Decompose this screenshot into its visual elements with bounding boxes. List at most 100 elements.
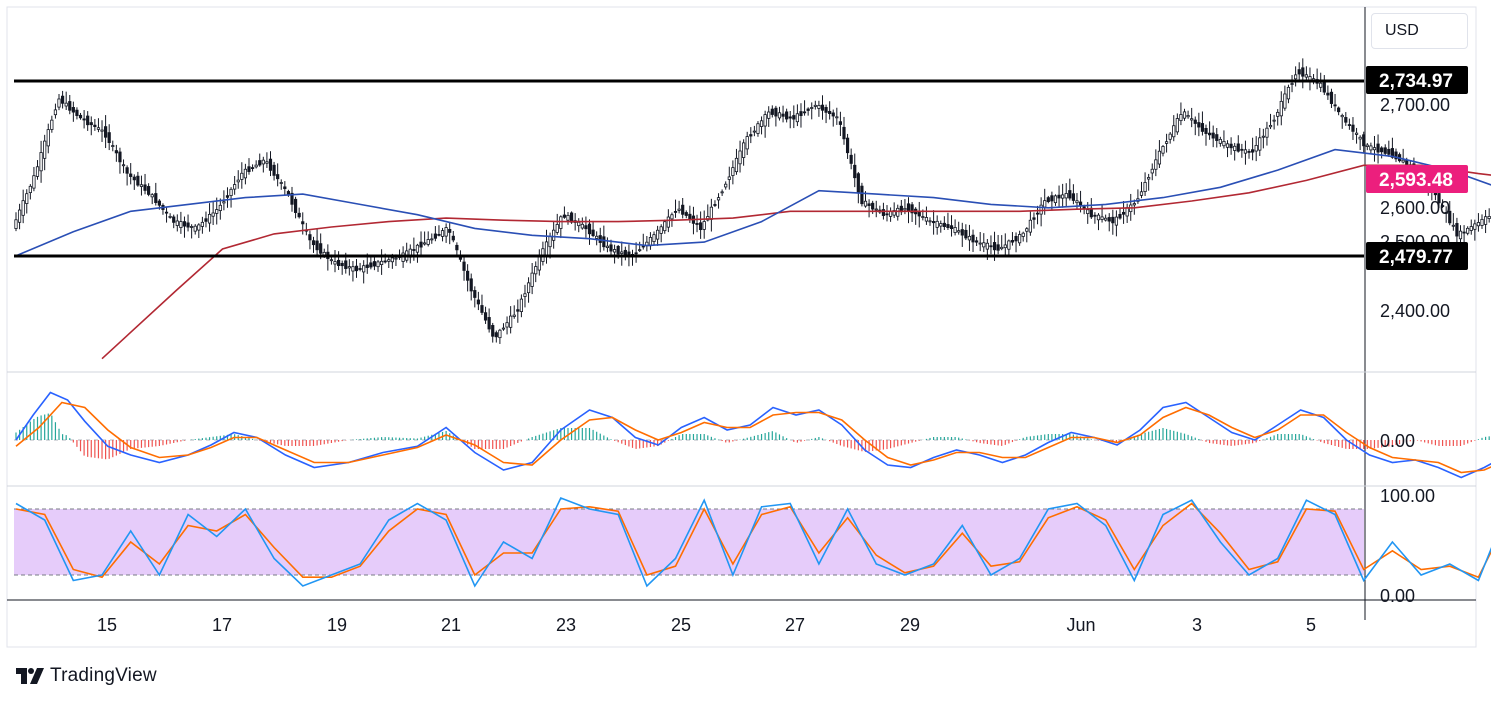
candle-body: [716, 197, 721, 201]
candle-body: [1161, 146, 1165, 154]
candle-body: [1021, 232, 1025, 237]
candle-body: [1344, 117, 1348, 123]
candle-body: [767, 111, 771, 119]
candle-body: [186, 222, 190, 228]
macd-histogram: [15, 413, 1490, 460]
candle-body: [842, 126, 846, 140]
candle-body: [928, 220, 932, 223]
candle-body: [14, 219, 18, 229]
candle-body: [641, 245, 645, 248]
candle-body: [623, 249, 627, 256]
candle-body: [466, 270, 470, 281]
candle-body: [1186, 115, 1190, 118]
price-axis[interactable]: 2,700.00 2,600.00 2,500.00 2,400.00 2,73…: [1366, 66, 1468, 321]
candle-body: [1104, 217, 1108, 221]
candle-body: [1028, 219, 1032, 233]
candle-body: [218, 204, 222, 211]
candle-body: [426, 239, 430, 245]
candle-body: [1007, 240, 1011, 250]
chart-frame: [6, 6, 1477, 648]
candle-body: [1111, 216, 1115, 224]
candle-body: [727, 176, 731, 180]
candle-body: [982, 242, 986, 248]
sma-slow-line: [101, 164, 1491, 360]
candle-body: [670, 214, 674, 220]
candle-body: [1365, 144, 1369, 147]
candle-body: [1455, 223, 1459, 237]
candle-body: [283, 186, 287, 190]
candle-body: [390, 257, 394, 263]
candle-body: [505, 322, 509, 328]
candle-body: [939, 223, 943, 227]
candle-body: [1362, 134, 1366, 147]
x-tick-label: 23: [556, 615, 576, 635]
candle-body: [1164, 141, 1169, 144]
candle-body: [344, 260, 348, 269]
resistance-price-label: 2,734.97: [1379, 71, 1453, 92]
macd-axis[interactable]: 0.00: [1380, 431, 1415, 451]
candle-body: [476, 299, 480, 305]
candle-body: [362, 265, 366, 273]
candle-body: [451, 235, 455, 241]
candle-body: [1297, 69, 1301, 75]
candle-body: [1039, 204, 1043, 215]
candle-body: [978, 242, 982, 245]
currency-button[interactable]: USD: [1371, 13, 1468, 49]
candle-body: [193, 225, 197, 232]
candle-body: [139, 184, 144, 187]
candle-body: [806, 108, 810, 111]
candle-body: [380, 260, 384, 265]
price-panel[interactable]: [14, 58, 1491, 360]
candle-body: [1473, 223, 1477, 230]
candle-body: [1476, 222, 1481, 227]
candle-body: [1294, 74, 1298, 80]
candle-body: [433, 233, 437, 239]
candle-body: [996, 244, 1000, 251]
candle-body: [93, 124, 97, 128]
candle-body: [204, 218, 208, 222]
candle-body: [1329, 91, 1334, 104]
candle-body: [745, 136, 749, 150]
candle-body: [46, 129, 50, 147]
candle-body: [724, 183, 728, 188]
stochastic-axis[interactable]: 100.00 0.00: [1380, 486, 1435, 606]
stochastic-d-line: [15, 502, 1491, 579]
stochastic-k-line: [15, 496, 1491, 588]
candle-body: [871, 202, 875, 210]
x-tick-label: 17: [212, 615, 232, 635]
candle-body: [412, 249, 416, 251]
candle-body: [519, 298, 523, 312]
candle-body: [673, 211, 678, 213]
tradingview-brand[interactable]: TradingView: [16, 664, 157, 688]
candle-body: [1114, 216, 1119, 226]
candle-body: [129, 173, 133, 177]
macd-panel[interactable]: [14, 391, 1491, 479]
candle-body: [688, 213, 692, 220]
candle-body: [394, 257, 398, 260]
candle-body: [369, 262, 373, 268]
candle-body: [742, 142, 746, 158]
candle-body: [279, 182, 283, 184]
candle-body: [957, 230, 961, 233]
candle-body: [512, 314, 516, 317]
stochastic-panel[interactable]: [14, 496, 1491, 588]
candle-body: [225, 195, 230, 198]
time-axis[interactable]: 15 17 19 21 23 25 27 29 Jun 3 5: [97, 615, 1316, 635]
candle-body: [720, 191, 724, 194]
candle-body: [591, 229, 595, 237]
candle-body: [86, 115, 90, 126]
candle-body: [340, 262, 344, 267]
candle-body: [487, 317, 491, 330]
candle-body: [222, 201, 226, 204]
candle-body: [896, 207, 900, 217]
candle-body: [211, 212, 215, 217]
candle-body: [1096, 214, 1101, 221]
candle-body: [107, 132, 111, 143]
x-tick-label: 15: [97, 615, 117, 635]
candle-body: [1358, 136, 1362, 140]
candle-body: [494, 332, 498, 338]
candle-body: [75, 109, 79, 116]
candle-body: [828, 110, 832, 114]
candle-body: [935, 220, 939, 228]
